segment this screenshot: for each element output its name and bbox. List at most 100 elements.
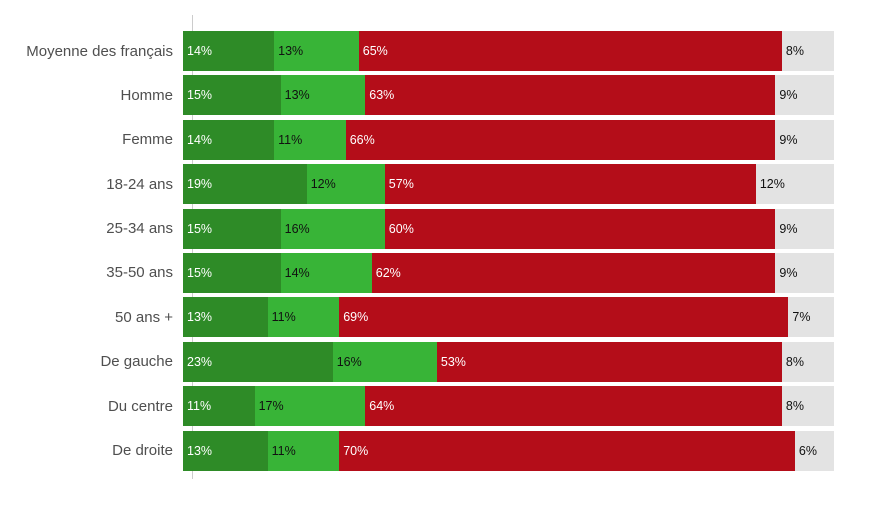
segment-value-label: 12% (310, 177, 336, 192)
gray-segment: 8% (781, 341, 834, 382)
light-green-segment: 12% (306, 164, 385, 205)
segment-value-label: 9% (779, 132, 798, 147)
segment-value-label: 9% (779, 265, 798, 280)
gray-segment: 9% (775, 252, 834, 293)
segment-value-label: 70% (343, 443, 369, 458)
bar-row: 50 ans + 13% 11% 69% 7% (0, 297, 834, 338)
segment-value-label: 13% (187, 443, 213, 458)
bar-row: 35-50 ans 15% 14% 62% 9% (0, 252, 834, 293)
segment-value-label: 9% (779, 88, 798, 103)
bar-row: De droite 13% 11% 70% 6% (0, 430, 834, 471)
dark-green-segment: 23% (183, 341, 333, 382)
stacked-bar: 14% 13% 65% 8% (183, 31, 834, 71)
segment-value-label: 8% (785, 399, 804, 414)
dark-green-segment: 13% (183, 297, 268, 338)
gray-segment: 8% (781, 386, 834, 427)
stacked-bar: 13% 11% 69% 7% (183, 297, 834, 338)
segment-value-label: 11% (271, 443, 296, 458)
stacked-bar: 15% 16% 60% 9% (183, 208, 834, 249)
dark-red-segment: 62% (371, 252, 776, 293)
segment-value-label: 69% (343, 310, 369, 325)
segment-value-label: 12% (759, 177, 785, 192)
dark-red-segment: 65% (358, 31, 782, 71)
bar-row: Du centre 11% 17% 64% 8% (0, 386, 834, 427)
dark-red-segment: 69% (339, 297, 789, 338)
category-label: Femme (122, 131, 173, 149)
stacked-bar: 15% 13% 63% 9% (183, 75, 834, 116)
dark-red-segment: 53% (436, 341, 782, 382)
bar-row: Moyenne des français 14% 13% 65% 8% (0, 31, 834, 71)
dark-red-segment: 64% (365, 386, 782, 427)
light-green-segment: 17% (254, 386, 366, 427)
gray-segment: 12% (755, 164, 834, 205)
segment-value-label: 11% (278, 132, 303, 147)
dark-green-segment: 19% (183, 164, 307, 205)
category-label: Du centre (107, 397, 173, 415)
light-green-segment: 11% (267, 297, 340, 338)
segment-value-label: 16% (336, 354, 362, 369)
segment-value-label: 14% (187, 132, 213, 147)
dark-red-segment: 63% (365, 75, 776, 116)
light-green-segment: 11% (274, 119, 346, 160)
stacked-bar: 13% 11% 70% 6% (183, 430, 834, 471)
light-green-segment: 13% (274, 31, 359, 71)
segment-value-label: 13% (187, 310, 213, 325)
bar-rows: Moyenne des français 14% 13% 65% 8% Homme 15% 1… (0, 31, 834, 471)
segment-value-label: 57% (388, 177, 414, 192)
stacked-bar: 11% 17% 64% 8% (183, 386, 834, 427)
gray-segment: 7% (788, 297, 834, 338)
gray-segment: 8% (781, 31, 834, 71)
segment-value-label: 14% (187, 44, 213, 58)
segment-value-label: 60% (388, 221, 414, 236)
light-green-segment: 11% (267, 430, 340, 471)
segment-value-label: 8% (785, 44, 804, 58)
segment-value-label: 16% (284, 221, 310, 236)
stacked-bar: 14% 11% 66% 9% (183, 119, 834, 160)
gray-segment: 9% (775, 208, 834, 249)
gray-segment: 6% (794, 430, 834, 471)
stacked-bar: 23% 16% 53% 8% (183, 341, 834, 382)
gray-segment: 9% (775, 119, 834, 160)
stacked-bar: 15% 14% 62% 9% (183, 252, 834, 293)
segment-value-label: 15% (187, 221, 213, 236)
dark-green-segment: 15% (183, 252, 281, 293)
category-label: Homme (120, 86, 173, 104)
segment-value-label: 13% (278, 44, 304, 58)
category-label: De droite (112, 442, 173, 460)
light-green-segment: 13% (280, 75, 366, 116)
dark-green-segment: 15% (183, 75, 281, 116)
segment-value-label: 63% (369, 88, 395, 103)
light-green-segment: 16% (280, 208, 385, 249)
bar-row: Femme 14% 11% 66% 9% (0, 119, 834, 160)
dark-red-segment: 57% (384, 164, 756, 205)
bar-row: 25-34 ans 15% 16% 60% 9% (0, 208, 834, 249)
stacked-bar: 19% 12% 57% 12% (183, 164, 834, 205)
dark-red-segment: 70% (339, 430, 795, 471)
segment-value-label: 9% (779, 221, 798, 236)
category-label: De gauche (100, 353, 173, 371)
segment-value-label: 13% (284, 88, 310, 103)
light-green-segment: 14% (280, 252, 372, 293)
category-label: Moyenne des français (26, 42, 173, 60)
dark-green-segment: 13% (183, 430, 268, 471)
dark-green-segment: 15% (183, 208, 281, 249)
segment-value-label: 19% (187, 177, 213, 192)
segment-value-label: 65% (362, 44, 388, 58)
bar-row: Homme 15% 13% 63% 9% (0, 75, 834, 116)
dark-green-segment: 11% (183, 386, 255, 427)
dark-green-segment: 14% (183, 119, 275, 160)
segment-value-label: 23% (187, 354, 213, 369)
segment-value-label: 62% (375, 265, 401, 280)
segment-value-label: 11% (271, 310, 296, 325)
segment-value-label: 11% (187, 399, 212, 414)
segment-value-label: 6% (798, 443, 817, 458)
gray-segment: 9% (775, 75, 834, 116)
segment-value-label: 53% (440, 354, 466, 369)
light-green-segment: 16% (332, 341, 437, 382)
dark-red-segment: 60% (384, 208, 776, 249)
segment-value-label: 66% (349, 132, 375, 147)
bar-row: 18-24 ans 19% 12% 57% 12% (0, 164, 834, 205)
segment-value-label: 7% (792, 310, 811, 325)
segment-value-label: 15% (187, 88, 213, 103)
